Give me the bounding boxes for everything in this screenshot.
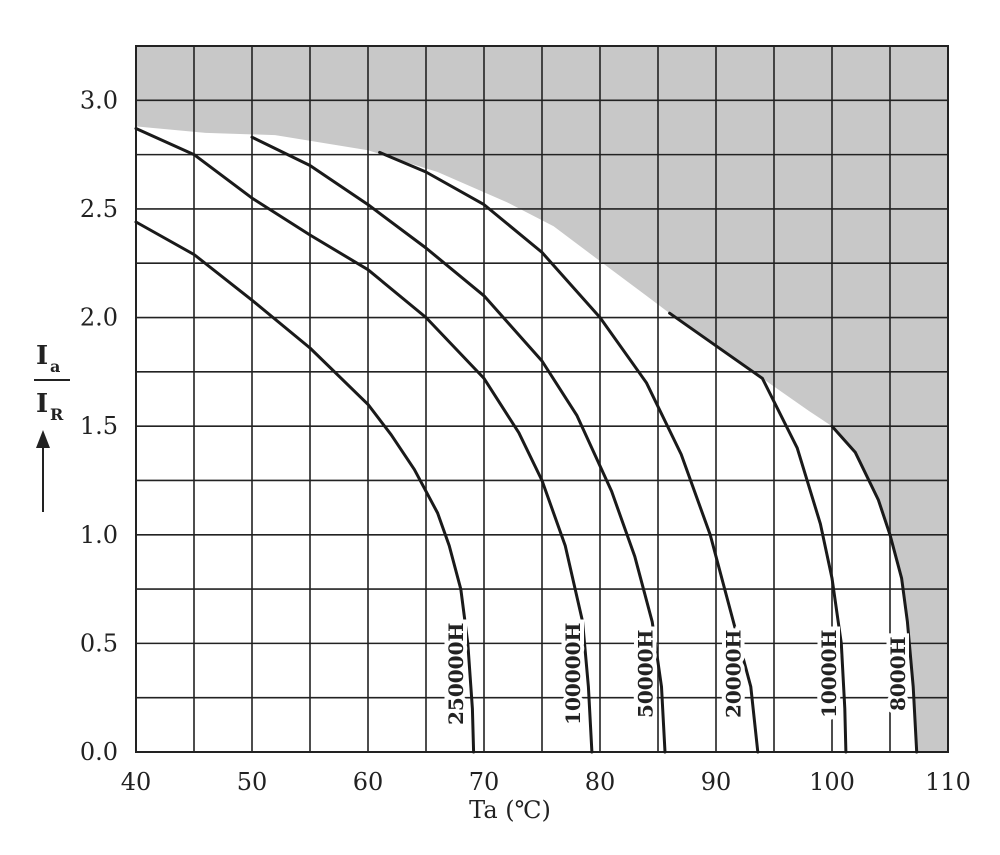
y-tick-label: 1.0 xyxy=(80,521,118,549)
series-label: 20000H xyxy=(721,630,745,718)
series-label: 100000H xyxy=(561,623,585,725)
series-line xyxy=(378,150,760,754)
x-tick-label: 80 xyxy=(585,768,616,796)
curve-layer: 250000H 100000H 50000H 20000H 10000H 8000H xyxy=(134,127,919,754)
x-tick-label: 90 xyxy=(701,768,732,796)
series-label: 50000H xyxy=(634,630,658,718)
y-axis-numerator: I xyxy=(36,341,48,371)
plot-frame xyxy=(135,45,949,753)
x-axis-title: Ta (℃) xyxy=(469,796,551,824)
series-100000H: 100000H xyxy=(134,127,594,754)
y-tick-label: 1.5 xyxy=(80,412,118,440)
series-line xyxy=(668,311,848,754)
x-tick-label: 50 xyxy=(237,768,268,796)
x-tick-labels: 40 50 60 70 80 90 100 110 xyxy=(121,768,971,796)
series-50000H: 50000H xyxy=(250,135,667,754)
y-tick-label: 2.5 xyxy=(80,195,118,223)
series-line xyxy=(134,127,594,754)
y-tick-label: 0.0 xyxy=(80,738,118,766)
series-label: 10000H xyxy=(817,630,841,718)
y-tick-label: 3.0 xyxy=(80,86,118,114)
series-250000H: 250000H xyxy=(134,220,476,754)
x-tick-label: 40 xyxy=(121,768,152,796)
series-label: 8000H xyxy=(886,636,910,711)
series-line xyxy=(134,220,476,754)
x-tick-label: 60 xyxy=(353,768,384,796)
series-20000H: 20000H xyxy=(378,150,760,754)
allowable-region xyxy=(136,126,917,752)
y-axis-title: I a I R xyxy=(34,341,70,512)
grid-layer xyxy=(135,45,949,753)
series-8000H: 8000H xyxy=(830,424,919,754)
y-tick-label: 0.5 xyxy=(80,629,118,657)
y-axis-denominator-subscript: R xyxy=(50,405,64,424)
series-line xyxy=(250,135,667,754)
y-tick-label: 2.0 xyxy=(80,304,118,332)
series-10000H: 10000H xyxy=(668,311,848,754)
series-line xyxy=(830,424,919,754)
y-axis-numerator-subscript: a xyxy=(50,357,60,376)
y-axis-arrow-head xyxy=(36,430,50,448)
x-tick-label: 100 xyxy=(809,768,855,796)
y-tick-labels: 0.0 0.5 1.0 1.5 2.0 2.5 3.0 xyxy=(80,86,118,766)
series-label: 250000H xyxy=(444,623,468,725)
x-tick-label: 110 xyxy=(925,768,971,796)
y-axis-denominator: I xyxy=(36,389,48,419)
x-tick-label: 70 xyxy=(469,768,500,796)
